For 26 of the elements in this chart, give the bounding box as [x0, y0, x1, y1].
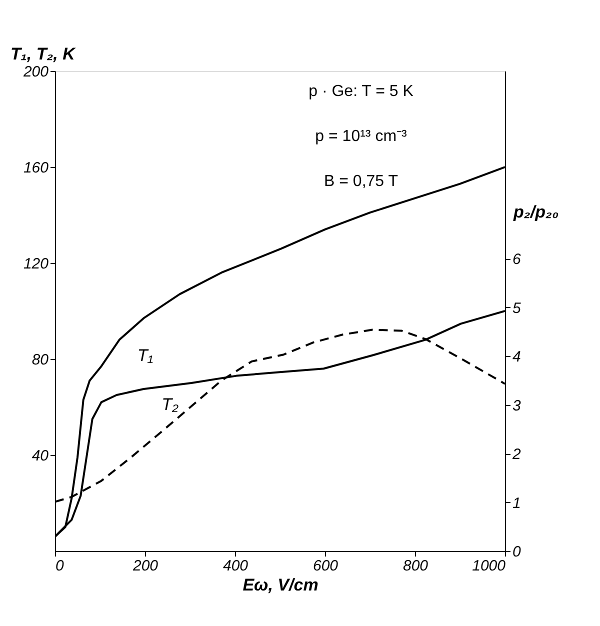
x-tick-label: 800	[402, 558, 429, 574]
x-tick-label: 1000	[472, 558, 506, 574]
y2-tick-label: 3	[512, 397, 522, 414]
y-tick-label: 160	[23, 160, 50, 176]
annotation: p = 10¹³ cm⁻³	[315, 128, 408, 145]
y-tick-label: 80	[32, 352, 50, 368]
y2-tick-label: 0	[512, 544, 522, 560]
x-tick-label: 600	[312, 558, 339, 574]
y2-tick-label: 4	[512, 348, 521, 366]
x-axis-title: Eω, V/cm	[242, 576, 318, 594]
y2-tick-label: 5	[512, 300, 522, 317]
y-tick-label: 200	[22, 64, 50, 80]
y2-tick-label: 6	[512, 251, 522, 268]
y2-tick-label: 2	[512, 446, 522, 464]
annotation: B = 0,75 T	[324, 173, 398, 190]
x-tick-label: 200	[132, 558, 159, 574]
y-tick-label: 40	[32, 448, 50, 464]
y2-tick-label: 1	[512, 494, 521, 512]
y2-axis-title: p₂/p₂₀	[512, 202, 559, 222]
x-tick-label: 0	[56, 558, 64, 574]
y-axis-title: T₁, T₂, K	[10, 44, 77, 64]
annotation: p · Ge: T = 5 K	[308, 83, 414, 100]
series-label: T₂	[162, 395, 180, 414]
x-tick-label: 400	[222, 558, 249, 574]
series-label: T₁	[137, 346, 154, 365]
y-tick-label: 120	[23, 256, 50, 272]
